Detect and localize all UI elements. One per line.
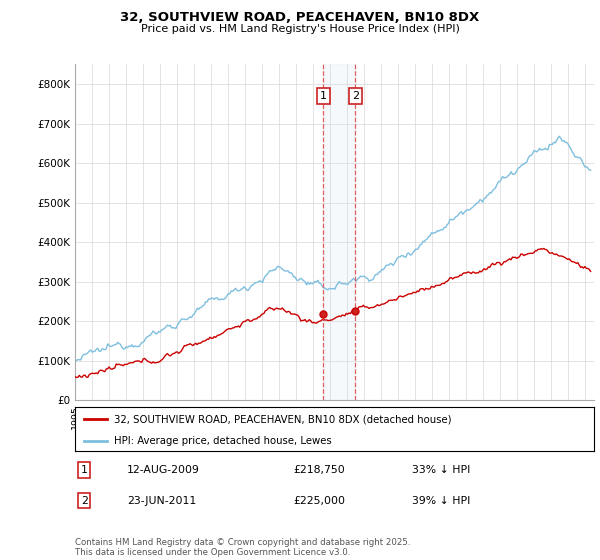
Text: 2: 2 (81, 496, 88, 506)
Text: 12-AUG-2009: 12-AUG-2009 (127, 465, 200, 475)
Text: 2: 2 (352, 91, 359, 101)
Text: HPI: Average price, detached house, Lewes: HPI: Average price, detached house, Lewe… (114, 436, 332, 446)
Text: 1: 1 (320, 91, 327, 101)
Text: 1: 1 (81, 465, 88, 475)
Text: £225,000: £225,000 (293, 496, 345, 506)
Text: Contains HM Land Registry data © Crown copyright and database right 2025.
This d: Contains HM Land Registry data © Crown c… (75, 538, 410, 557)
Text: 39% ↓ HPI: 39% ↓ HPI (412, 496, 471, 506)
Bar (323, 64, 355, 400)
Text: 32, SOUTHVIEW ROAD, PEACEHAVEN, BN10 8DX (detached house): 32, SOUTHVIEW ROAD, PEACEHAVEN, BN10 8DX… (114, 414, 452, 424)
Text: Price paid vs. HM Land Registry's House Price Index (HPI): Price paid vs. HM Land Registry's House … (140, 24, 460, 34)
Text: £218,750: £218,750 (293, 465, 345, 475)
Text: 33% ↓ HPI: 33% ↓ HPI (412, 465, 471, 475)
Text: 23-JUN-2011: 23-JUN-2011 (127, 496, 196, 506)
Text: 32, SOUTHVIEW ROAD, PEACEHAVEN, BN10 8DX: 32, SOUTHVIEW ROAD, PEACEHAVEN, BN10 8DX (121, 11, 479, 24)
